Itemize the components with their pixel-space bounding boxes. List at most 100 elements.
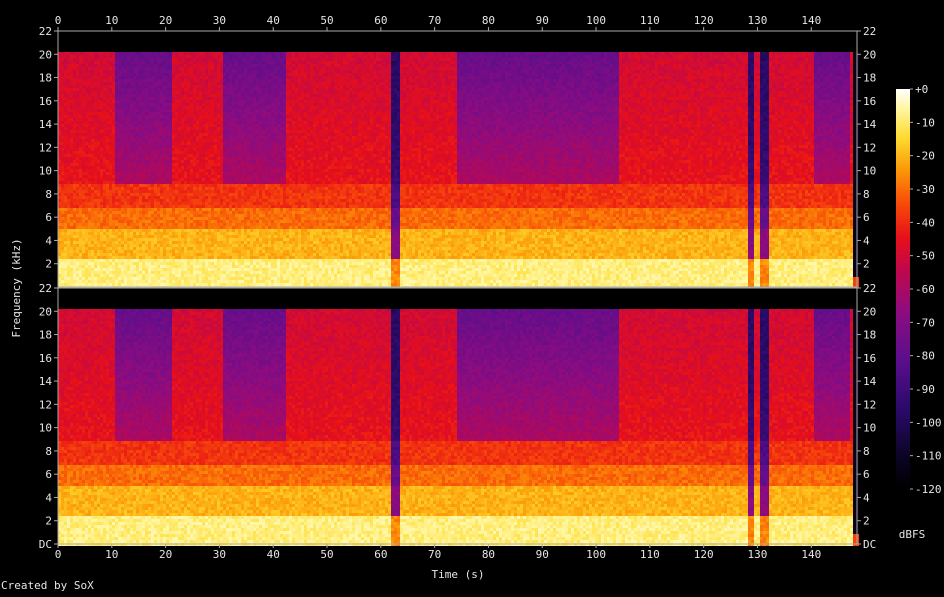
- spectrogram-cell: [127, 163, 130, 166]
- spectrogram-cell: [133, 127, 136, 130]
- spectrogram-cell: [166, 142, 169, 145]
- spectrogram-cell: [130, 217, 133, 220]
- spectrogram-cell: [73, 238, 76, 241]
- spectrogram-cell: [136, 277, 139, 280]
- spectrogram-cell: [127, 232, 130, 235]
- spectrogram-cell: [82, 232, 85, 235]
- spectrogram-cell: [124, 277, 127, 280]
- spectrogram-cell: [112, 193, 115, 196]
- spectrogram-cell: [148, 238, 151, 241]
- spectrogram-cell: [103, 100, 106, 103]
- spectrogram-cell: [112, 130, 115, 133]
- spectrogram-cell: [61, 247, 64, 250]
- spectrogram-cell: [97, 232, 100, 235]
- spectrogram-cell: [67, 229, 70, 232]
- spectrogram-cell: [166, 121, 169, 124]
- spectrogram-cell: [130, 82, 133, 85]
- spectrogram-cell: [106, 235, 109, 238]
- spectrogram-cell: [76, 70, 79, 73]
- spectrogram-cell: [160, 109, 163, 112]
- spectrogram-cell: [79, 190, 82, 193]
- spectrogram-cell: [94, 226, 97, 229]
- spectrogram-cell: [118, 49, 121, 52]
- spectrogram-cell: [154, 85, 157, 88]
- spectrogram-cell: [148, 145, 151, 148]
- spectrogram-cell: [103, 67, 106, 70]
- spectrogram-cell: [160, 238, 163, 241]
- spectrogram-cell: [106, 145, 109, 148]
- spectrogram-cell: [100, 178, 103, 181]
- spectrogram-cell: [64, 103, 67, 106]
- spectrogram-cell: [70, 217, 73, 220]
- spectrogram-cell: [118, 241, 121, 244]
- spectrogram-cell: [112, 97, 115, 100]
- spectrogram-cell: [79, 43, 82, 46]
- spectrogram-cell: [67, 148, 70, 151]
- spectrogram-cell: [91, 124, 94, 127]
- spectrogram-cell: [115, 124, 118, 127]
- spectrogram-cell: [88, 115, 91, 118]
- spectrogram-cell: [121, 220, 124, 223]
- spectrogram-cell: [91, 91, 94, 94]
- spectrogram-cell: [109, 34, 112, 37]
- spectrogram-cell: [130, 283, 133, 286]
- spectrogram-cell: [172, 73, 175, 76]
- spectrogram-cell: [103, 247, 106, 250]
- spectrogram-cell: [91, 172, 94, 175]
- spectrogram-cell: [106, 115, 109, 118]
- spectrogram-cell: [115, 67, 118, 70]
- spectrogram-cell: [124, 214, 127, 217]
- spectrogram-cell: [139, 91, 142, 94]
- spectrogram-cell: [160, 283, 163, 286]
- spectrogram-cell: [154, 166, 157, 169]
- spectrogram-cell: [130, 226, 133, 229]
- spectrogram-cell: [112, 172, 115, 175]
- spectrogram-cell: [136, 73, 139, 76]
- spectrogram-cell: [103, 223, 106, 226]
- spectrogram-cell: [85, 184, 88, 187]
- spectrogram-cell: [106, 208, 109, 211]
- spectrogram-cell: [163, 121, 166, 124]
- spectrogram-cell: [172, 172, 175, 175]
- spectrogram-cell: [79, 70, 82, 73]
- spectrogram-cell: [109, 262, 112, 265]
- spectrogram-cell: [82, 202, 85, 205]
- spectrogram-cell: [109, 232, 112, 235]
- spectrogram-cell: [163, 88, 166, 91]
- spectrogram-cell: [139, 79, 142, 82]
- spectrogram-cell: [100, 253, 103, 256]
- spectrogram-cell: [97, 268, 100, 271]
- spectrogram-cell: [172, 232, 175, 235]
- spectrogram-cell: [76, 283, 79, 286]
- spectrogram-cell: [94, 46, 97, 49]
- spectrogram-cell: [94, 169, 97, 172]
- spectrogram-cell: [157, 106, 160, 109]
- spectrogram-cell: [136, 241, 139, 244]
- spectrogram-cell: [67, 265, 70, 268]
- spectrogram-cell: [109, 52, 112, 55]
- spectrogram-cell: [166, 262, 169, 265]
- spectrogram-cell: [145, 115, 148, 118]
- spectrogram-cell: [130, 202, 133, 205]
- spectrogram-cell: [163, 256, 166, 259]
- spectrogram-cell: [73, 229, 76, 232]
- spectrogram-cell: [160, 262, 163, 265]
- spectrogram-cell: [103, 145, 106, 148]
- spectrogram-cell: [61, 238, 64, 241]
- spectrogram-cell: [94, 229, 97, 232]
- spectrogram-cell: [145, 274, 148, 277]
- spectrogram-cell: [160, 58, 163, 61]
- spectrogram-cell: [103, 226, 106, 229]
- spectrogram-cell: [61, 280, 64, 283]
- spectrogram-cell: [169, 151, 172, 154]
- spectrogram-cell: [85, 196, 88, 199]
- spectrogram-cell: [154, 103, 157, 106]
- spectrogram-cell: [124, 169, 127, 172]
- spectrogram-cell: [109, 253, 112, 256]
- spectrogram-cell: [121, 217, 124, 220]
- spectrogram-cell: [79, 169, 82, 172]
- spectrogram-cell: [100, 196, 103, 199]
- spectrogram-cell: [79, 262, 82, 265]
- spectrogram-cell: [157, 190, 160, 193]
- spectrogram-cell: [64, 58, 67, 61]
